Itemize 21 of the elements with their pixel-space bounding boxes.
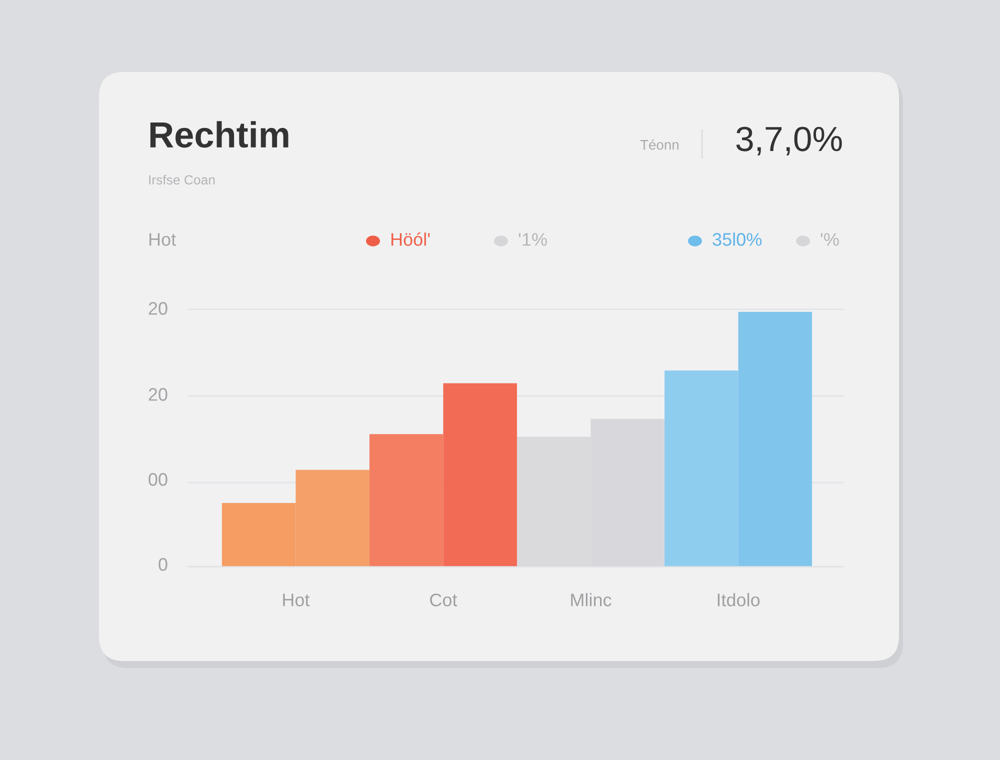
text: '% xyxy=(820,233,839,246)
bar xyxy=(369,434,444,567)
bar xyxy=(738,312,812,567)
text: 20 xyxy=(148,388,168,401)
text: Höól' xyxy=(391,232,430,246)
bar xyxy=(664,370,738,567)
x-tick-label: Mlinc xyxy=(571,593,612,606)
text: 3,7,0% xyxy=(736,126,842,156)
text: 20 xyxy=(148,302,168,315)
text: 0 xyxy=(158,558,168,571)
bar xyxy=(443,383,517,567)
chart-subtitle: Irsfse Coan xyxy=(149,174,215,185)
text: 00 xyxy=(148,473,168,486)
chart-title: Rechtim xyxy=(150,121,288,148)
text: Téonn xyxy=(640,139,678,150)
text: '1% xyxy=(518,233,547,246)
x-tick-label: Itdolo xyxy=(718,593,760,606)
text: 35l0% xyxy=(712,232,762,246)
x-tick-label: Hot xyxy=(283,594,310,606)
x-tick-label: Cot xyxy=(430,594,458,606)
text: Hot xyxy=(149,233,176,246)
